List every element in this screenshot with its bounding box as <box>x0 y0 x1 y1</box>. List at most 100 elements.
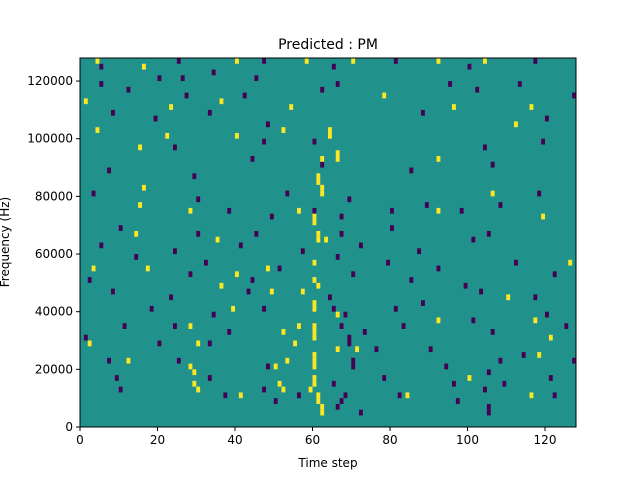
heatmap-cell-low <box>475 86 480 93</box>
heatmap-cell-low <box>320 161 325 168</box>
heatmap-cell-low <box>250 156 255 162</box>
heatmap-cell-low <box>118 225 123 231</box>
plot-area <box>80 58 577 427</box>
heatmap-cell-low <box>335 403 340 410</box>
heatmap-cell-low <box>157 75 162 82</box>
heatmap-cell-low <box>227 207 232 214</box>
heatmap-cell-high <box>126 357 131 364</box>
heatmap-cell-low <box>397 392 402 399</box>
heatmap-cell-low <box>552 271 557 278</box>
heatmap-cell-low <box>188 271 193 278</box>
heatmap-cell-low <box>180 75 185 82</box>
heatmap-cell-high <box>351 58 356 64</box>
heatmap-cell-low <box>545 311 549 318</box>
heatmap-cell-high <box>312 300 317 306</box>
heatmap-cell-high <box>316 179 321 185</box>
heatmap-cell-low <box>390 207 394 214</box>
heatmap-cell-high <box>548 334 553 341</box>
heatmap-cell-low <box>173 144 177 151</box>
heatmap-cell-high <box>312 363 317 370</box>
heatmap-cell-low <box>118 386 123 393</box>
heatmap-cell-low <box>386 259 391 266</box>
heatmap-cell-high <box>281 328 286 335</box>
heatmap-cell-high <box>506 294 511 301</box>
heatmap-cell-high <box>436 207 441 214</box>
heatmap-cell-high <box>95 58 100 64</box>
heatmap-cell-low <box>339 398 344 404</box>
heatmap-cell-low <box>111 288 115 295</box>
heatmap-cell-low <box>300 248 305 255</box>
heatmap-cell-low <box>207 340 212 347</box>
heatmap-cell-low <box>134 254 139 260</box>
heatmap-cell-low <box>335 254 340 260</box>
heatmap-cell-high <box>219 282 224 289</box>
heatmap-cell-high <box>335 150 340 157</box>
heatmap-cell-high <box>533 317 538 324</box>
heatmap-cell-low <box>297 392 301 399</box>
plot-frame <box>79 57 577 428</box>
heatmap-cell-high <box>235 132 239 139</box>
heatmap-cell-low <box>254 230 259 237</box>
x-tick-label: 0 <box>76 433 84 447</box>
x-tick-label: 100 <box>456 433 479 447</box>
heatmap-cell-low <box>471 236 476 243</box>
heatmap-cell-low <box>502 380 507 387</box>
heatmap-cell-low <box>312 138 317 145</box>
heatmap-cell-high <box>514 121 518 128</box>
heatmap-cell-low <box>227 328 232 335</box>
heatmap-cell-low <box>320 86 325 93</box>
heatmap-cell-high <box>316 173 321 180</box>
heatmap-cell-low <box>273 398 278 404</box>
y-tick-label: 80000 <box>35 189 73 203</box>
heatmap-cell-high <box>312 219 317 226</box>
heatmap-cell-low <box>351 363 356 370</box>
heatmap-cell-low <box>436 265 441 272</box>
heatmap-cell-low <box>455 398 460 404</box>
heatmap-cell-high <box>142 184 146 191</box>
heatmap-cell-high <box>304 58 309 64</box>
heatmap-cell-high <box>537 352 542 358</box>
heatmap-cell-low <box>490 161 495 168</box>
heatmap-cell-low <box>99 63 104 70</box>
heatmap-cell-low <box>91 190 96 197</box>
heatmap-cell-low <box>362 328 367 335</box>
heatmap-cell-high <box>316 392 321 399</box>
x-axis-label: Time step <box>297 456 357 470</box>
heatmap-cell-low <box>448 81 453 87</box>
heatmap-cell-low <box>176 58 181 64</box>
heatmap-cell-low <box>421 109 425 116</box>
heatmap-cell-low <box>486 409 491 416</box>
y-axis: 0 20000 40000 60000 80000 100000 120000 <box>27 74 80 434</box>
heatmap-cell-low <box>211 311 216 318</box>
heatmap-cell-low <box>374 346 379 353</box>
heatmap-cell-low <box>421 300 425 306</box>
heatmap-cell-low <box>169 294 174 301</box>
heatmap-cell-low <box>331 380 336 387</box>
heatmap-cell-high <box>320 184 325 191</box>
heatmap-cell-low <box>347 334 352 341</box>
heatmap-cell-low <box>196 230 201 237</box>
heatmap-cell-low <box>262 138 267 145</box>
heatmap-cell-high <box>293 340 298 347</box>
heatmap-cell-low <box>111 109 115 116</box>
heatmap-cell-low <box>173 248 177 255</box>
heatmap-cell-low <box>483 386 487 393</box>
heatmap-cell-high <box>235 58 239 64</box>
heatmap-cell-high <box>529 392 534 399</box>
heatmap-cell-high <box>312 375 317 381</box>
heatmap-cell-high <box>529 104 534 110</box>
heatmap-cell-low <box>486 369 491 376</box>
heatmap-cell-high <box>215 236 220 243</box>
heatmap-cell-high <box>324 236 329 243</box>
heatmap-cell-low <box>572 92 577 99</box>
heatmap-cell-low <box>401 323 406 329</box>
heatmap-cell-low <box>359 409 363 416</box>
x-tick-label: 40 <box>227 433 242 447</box>
heatmap-cell-low <box>331 305 336 312</box>
heatmap-cell-high <box>281 127 286 133</box>
heatmap-cell-low <box>277 265 282 272</box>
heatmap-cell-low <box>409 277 414 283</box>
heatmap-cell-low <box>393 305 398 312</box>
heatmap-cell-low <box>238 242 243 249</box>
heatmap-cell-low <box>541 138 546 145</box>
